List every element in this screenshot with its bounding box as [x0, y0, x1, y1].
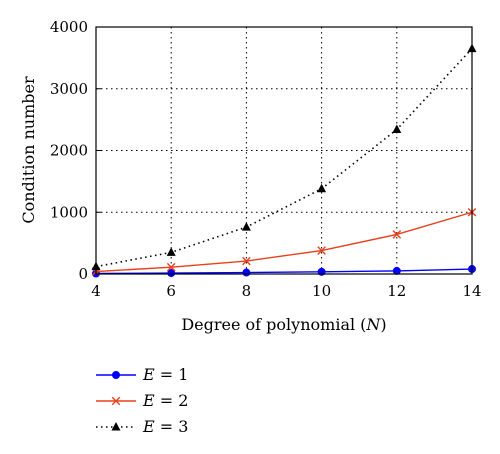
x-axis-label-suffix: )	[380, 315, 386, 334]
grid-lines	[95, 26, 473, 275]
plot-frame	[95, 26, 473, 275]
data-point	[392, 124, 402, 134]
x-tick-label: 10	[312, 282, 331, 300]
legend-label: E = 1	[142, 365, 188, 384]
data-point	[242, 268, 251, 277]
x-tick-label: 14	[462, 282, 481, 300]
data-point	[317, 183, 327, 193]
data-point	[242, 256, 251, 266]
data-point	[392, 230, 402, 239]
y-axis-label: Condition number	[19, 76, 38, 224]
data-point	[167, 269, 176, 278]
series-line	[95, 211, 473, 273]
tick-labels: 4 6 8 10 12 14 0 1000 2000 3000 4000	[50, 18, 482, 300]
legend-value: = 1	[155, 365, 189, 384]
y-tick-label: 1000	[50, 203, 88, 221]
legend-variable: E	[142, 417, 155, 436]
y-tick-label: 2000	[50, 142, 88, 160]
data-point	[166, 262, 176, 272]
data-point	[392, 266, 401, 275]
legend-marker	[112, 371, 120, 379]
y-tick-label: 0	[78, 265, 88, 283]
legend-value: = 3	[155, 417, 189, 436]
data-point	[241, 222, 251, 231]
plot-marks	[91, 43, 477, 278]
data-point	[166, 247, 176, 256]
data-point	[317, 246, 326, 255]
legend-marker	[111, 396, 121, 406]
x-axis-label-prefix: Degree of polynomial (	[181, 315, 366, 334]
series-line	[95, 268, 473, 275]
x-axis-label: Degree of polynomial (N)	[181, 315, 386, 334]
y-tick-label: 3000	[50, 80, 88, 98]
x-tick-label: 12	[387, 282, 406, 300]
y-tick-label: 4000	[50, 18, 88, 36]
legend-value: = 2	[155, 391, 189, 410]
x-axis-label-variable: N	[365, 315, 381, 334]
x-tick-label: 6	[166, 282, 176, 300]
series-line	[95, 48, 473, 268]
legend-label: E = 3	[142, 417, 188, 436]
x-tick-label: 8	[242, 282, 252, 300]
legend-variable: E	[142, 391, 155, 410]
legend-marker	[111, 422, 121, 431]
legend-label: E = 2	[142, 391, 188, 410]
x-tick-label: 4	[91, 282, 101, 300]
legend: E = 1E = 2E = 3	[96, 365, 188, 436]
legend-variable: E	[142, 365, 155, 384]
